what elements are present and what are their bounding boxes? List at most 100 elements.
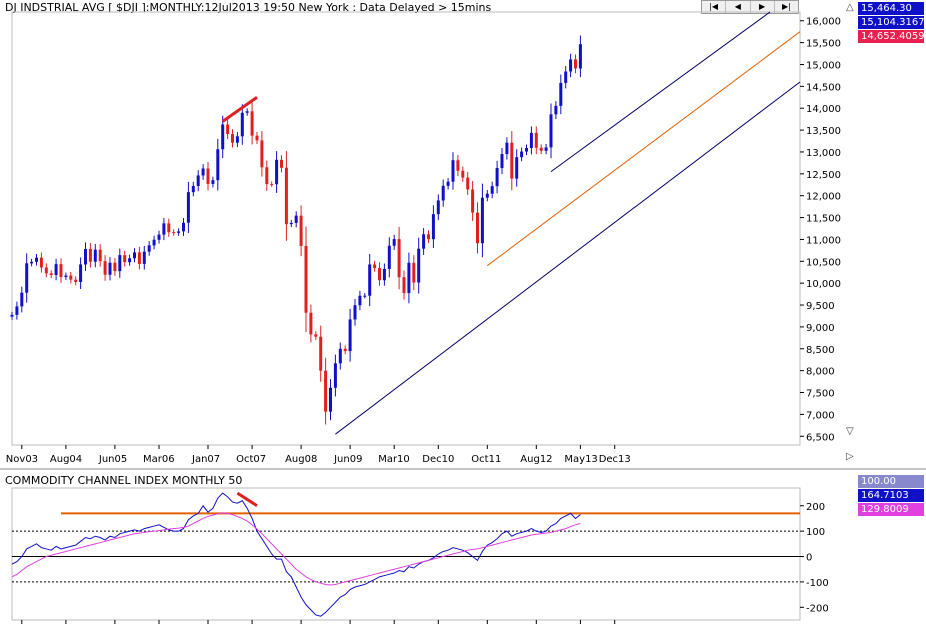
candle-body xyxy=(284,167,288,225)
candle-body xyxy=(177,231,181,233)
cci-tag-value: 164.7103 xyxy=(858,489,924,502)
nav-first-button[interactable]: |◀ xyxy=(702,1,727,13)
nav-next-button[interactable]: ▶ xyxy=(751,1,775,13)
x-tick-label: Jan07 xyxy=(191,454,220,465)
candle-body xyxy=(162,223,166,235)
candle-body xyxy=(54,264,58,275)
candle-body xyxy=(39,257,43,268)
x-tick-label: Oct11 xyxy=(471,454,501,465)
candle-body xyxy=(103,261,107,275)
triangle-right-icon[interactable]: ▷ xyxy=(846,451,854,462)
candle-body xyxy=(265,167,269,185)
candle-body xyxy=(402,277,406,294)
price-panel-frame xyxy=(11,11,801,446)
candle-body xyxy=(471,189,475,213)
price-tag-ma1: 15,104.3167 xyxy=(858,16,925,29)
candle-body xyxy=(539,147,543,151)
nav-prev-button[interactable]: ◀ xyxy=(726,1,751,13)
candle-body xyxy=(343,348,347,352)
candle-body xyxy=(407,262,411,294)
candle-body xyxy=(529,132,533,149)
candle-body xyxy=(221,124,225,150)
x-tick-label: Aug08 xyxy=(285,454,317,465)
price-tag-last: 15,464.30 xyxy=(858,2,924,15)
cci-y-tick-label: 0 xyxy=(806,553,812,564)
divergence-line-price xyxy=(221,96,258,123)
candle-body xyxy=(240,112,244,137)
candle-body xyxy=(260,140,264,168)
candle-body xyxy=(44,267,48,274)
nav-last-button[interactable]: ▶| xyxy=(781,2,791,11)
candle-body xyxy=(10,314,14,317)
candle-body xyxy=(167,223,171,233)
cci-tag-level: 100.00 xyxy=(858,475,924,488)
candle-body xyxy=(137,252,141,264)
candle-body xyxy=(382,268,386,281)
y-tick-label: 7,500 xyxy=(806,389,835,400)
candle-body xyxy=(564,71,568,83)
candle-body xyxy=(476,212,479,244)
price-tag-ma2: 14,652.4059 xyxy=(858,30,925,43)
candle-body xyxy=(534,132,538,148)
cci-y-tick-label: 100 xyxy=(806,527,825,538)
candle-body xyxy=(466,177,470,190)
candle-body xyxy=(461,170,465,178)
candle-body xyxy=(235,136,239,143)
candle-body xyxy=(201,168,205,176)
candle-body xyxy=(142,251,146,264)
candle-body xyxy=(113,262,117,272)
triangle-down-icon[interactable]: ▽ xyxy=(846,426,854,437)
candle-body xyxy=(49,273,53,275)
cci-y-tick-label: 200 xyxy=(806,502,825,513)
candle-body xyxy=(172,232,176,234)
candle-body xyxy=(25,263,29,293)
y-tick-label: 15,500 xyxy=(806,39,841,50)
candle-body xyxy=(368,264,372,296)
candle-body xyxy=(128,258,132,263)
candle-body xyxy=(123,255,127,263)
y-tick-label: 8,500 xyxy=(806,345,835,356)
y-tick-label: 8,000 xyxy=(806,367,835,378)
y-tick-label: 10,500 xyxy=(806,257,841,268)
x-tick-label: Jun05 xyxy=(98,454,127,465)
divergence-line-cci xyxy=(236,491,258,508)
candle-body xyxy=(373,264,377,269)
candle-body xyxy=(270,184,274,186)
candle-body xyxy=(84,248,87,265)
candle-body xyxy=(329,387,332,412)
candle-body xyxy=(569,59,573,72)
candle-body xyxy=(436,200,440,215)
triangle-up-icon[interactable]: △ xyxy=(846,2,854,13)
candle-body xyxy=(324,370,328,412)
y-tick-label: 10,000 xyxy=(806,279,841,290)
candle-body xyxy=(505,142,509,155)
candle-body xyxy=(574,59,577,69)
candle-body xyxy=(231,134,234,143)
x-tick-label: Mar10 xyxy=(378,454,410,465)
x-tick-label: Mar06 xyxy=(143,454,175,465)
x-tick-label: Dec13 xyxy=(599,454,631,465)
candle-body xyxy=(358,295,362,306)
candle-body xyxy=(378,268,381,281)
candle-body xyxy=(74,279,78,282)
cci-average-line xyxy=(11,512,581,586)
candle-body xyxy=(353,305,357,320)
candle-body xyxy=(363,295,367,297)
candle-body xyxy=(451,160,455,182)
cci-y-tick-label: -200 xyxy=(806,603,829,614)
candle-body xyxy=(20,292,24,307)
candle-body xyxy=(456,160,460,171)
y-tick-label: 12,500 xyxy=(806,170,841,181)
candle-body xyxy=(348,319,352,352)
candle-body xyxy=(309,312,313,335)
candle-body xyxy=(280,159,283,168)
candle-body xyxy=(427,234,430,240)
candle-body xyxy=(255,135,259,141)
trendline-2011 xyxy=(487,31,801,267)
chart-navigation: |◀ ◀ ▶ ▶| xyxy=(701,0,799,14)
cci-panel-frame xyxy=(11,487,801,621)
candle-body xyxy=(15,306,19,315)
cci-line xyxy=(11,492,581,617)
candle-body xyxy=(196,175,200,186)
candle-body xyxy=(182,222,185,232)
